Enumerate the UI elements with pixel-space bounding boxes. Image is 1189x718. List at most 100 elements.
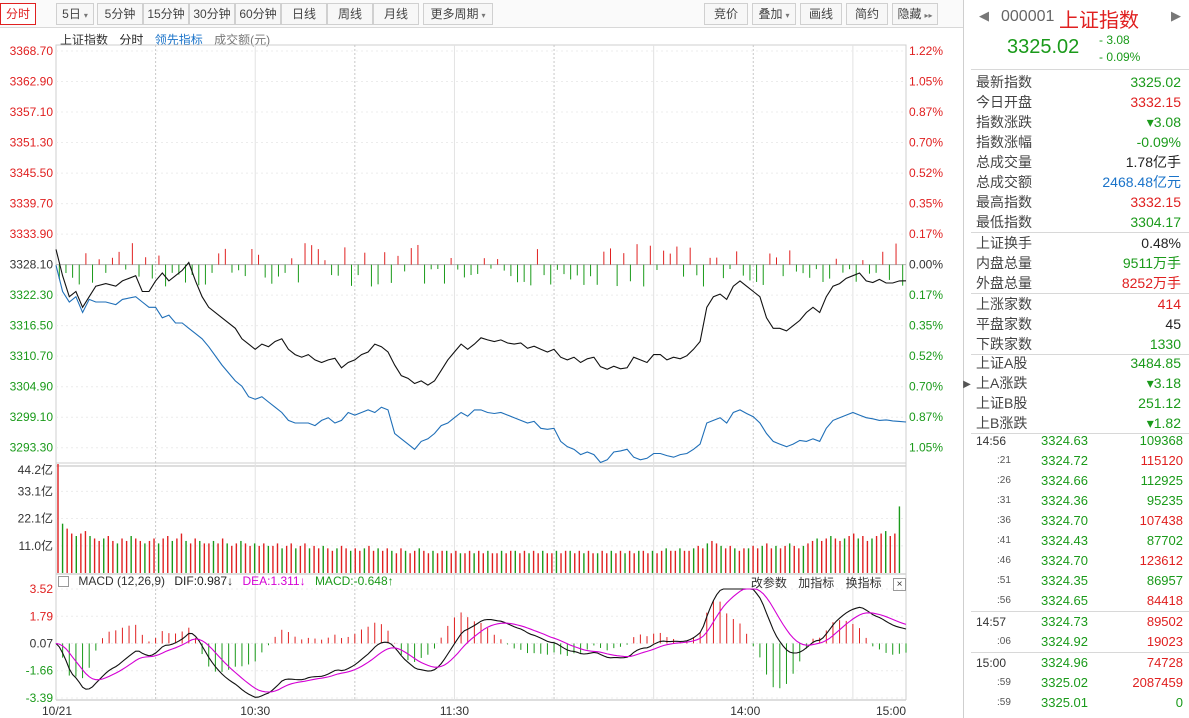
price-axis-label: 3293.30: [10, 441, 54, 455]
price-axis-label: 3345.50: [10, 166, 54, 180]
volume-axis-label: 33.1亿: [18, 483, 53, 498]
macd-settings-icon[interactable]: [58, 576, 69, 588]
tick-price: 3324.96: [1041, 655, 1088, 670]
period-tab-0[interactable]: 分时: [0, 3, 36, 25]
quote-value: 3325.02: [1130, 74, 1181, 90]
price-axis-label: 3299.10: [10, 410, 54, 424]
time-axis-label: 10:30: [240, 704, 270, 718]
caret-down-icon: ▾: [83, 11, 88, 20]
tick-row[interactable]: 14:57 3324.73 89502: [971, 612, 1189, 632]
tick-list[interactable]: 14:56 3324.63 109368:21 3324.72 115120 :26 332…: [971, 431, 1189, 718]
tick-row[interactable]: 14:56 3324.63 109368: [971, 431, 1189, 451]
quote-value: 2468.48亿元: [1102, 174, 1181, 190]
tool-button-0[interactable]: 竞价: [704, 3, 748, 25]
period-tab-7[interactable]: 周线: [327, 3, 373, 25]
quote-label: 平盘家数: [976, 316, 1032, 332]
tick-price: 3324.43: [1041, 533, 1088, 548]
period-tab-label: 月线: [383, 7, 408, 21]
quote-value: 414: [1157, 296, 1181, 312]
tick-volume: 89502: [1146, 614, 1183, 629]
price-axis-label: 3304.90: [10, 380, 54, 394]
quote-group-group1: 最新指数 3325.02 今日开盘 3332.15 指数涨跌 ▾3.08 指数涨幅 -0.09…: [971, 72, 1189, 233]
price-axis-label: 3339.70: [10, 197, 54, 211]
tick-row[interactable]: 15:00 3324.96 74728: [971, 653, 1189, 673]
period-tab-1[interactable]: 5日 ▾: [56, 3, 94, 25]
period-toolbar: 分时 5日 ▾ 5分钟 15分钟 30分钟 60分钟 日线 周线 月线 更多周期 ▾ 竞价 叠加 ▾ 画线简…: [0, 0, 963, 28]
intraday-chart[interactable]: 3368.70 1.22% 3362.90 1.05% 3357.10 0.87% 3351…: [0, 28, 963, 718]
quote-row: 指数涨幅 -0.09%: [971, 132, 1189, 152]
tool-button-4[interactable]: 隐藏 ▸▸: [892, 3, 938, 25]
tick-row[interactable]: :26 3324.66 112925: [971, 471, 1189, 491]
tick-price: 3324.35: [1041, 573, 1088, 588]
period-tab-3[interactable]: 15分钟: [143, 3, 189, 25]
price-change: - 3.08: [1099, 33, 1130, 47]
tick-row[interactable]: :36 3324.70 107438: [971, 511, 1189, 531]
tick-time: :56: [997, 595, 1011, 606]
quote-value: 3332.15: [1130, 194, 1181, 210]
quote-label: 最高指数: [976, 194, 1032, 210]
tick-row[interactable]: :59 3325.01 109477: [971, 713, 1189, 718]
switch-indicator-button[interactable]: 换指标: [845, 576, 882, 590]
tick-row[interactable]: :06 3324.92 19023: [971, 632, 1189, 652]
add-indicator-button[interactable]: 加指标: [798, 576, 835, 590]
tick-time: 15:00: [976, 656, 1007, 670]
collapse-panel-icon[interactable]: ▶: [963, 379, 971, 390]
period-tab-8[interactable]: 月线: [373, 3, 419, 25]
tick-volume: 0: [1175, 695, 1183, 710]
tick-time: :46: [997, 555, 1011, 566]
tick-time: :26: [997, 475, 1011, 486]
quote-value: 251.12: [1138, 395, 1181, 411]
quote-value: 45: [1165, 316, 1181, 332]
close-icon[interactable]: ×: [893, 578, 906, 591]
tick-price: 3324.92: [1041, 634, 1088, 649]
tick-time: :41: [997, 535, 1011, 546]
quote-row: 指数涨跌 ▾3.08: [971, 112, 1189, 132]
change-params-button[interactable]: 改参数: [750, 576, 787, 590]
tick-price: 3325.01: [1041, 695, 1088, 710]
quote-value: 1330: [1149, 336, 1181, 352]
quote-value: 3304.17: [1130, 214, 1181, 230]
legend-leading-indicator[interactable]: 领先指标: [154, 33, 203, 47]
volume-axis-label: 22.1亿: [18, 511, 53, 526]
quote-value: ▾3.08: [1146, 114, 1181, 130]
tool-button-1[interactable]: 叠加 ▾: [752, 3, 796, 25]
price-axis-label: 3357.10: [10, 105, 54, 119]
tick-row[interactable]: :46 3324.70 123612: [971, 551, 1189, 571]
tick-row[interactable]: :59 3325.01 0: [971, 693, 1189, 713]
prev-stock-icon[interactable]: ◀: [979, 8, 989, 23]
period-tab-2[interactable]: 5分钟: [97, 3, 143, 25]
quote-row: 上证B股 251.12: [971, 393, 1189, 413]
quote-row: 上B涨跌 ▾1.82: [971, 413, 1189, 433]
tick-row[interactable]: :59 3325.02 2087459: [971, 673, 1189, 693]
dea-line: [55, 588, 907, 693]
tool-button-label: 隐藏: [897, 7, 922, 21]
tick-price: 3324.63: [1041, 433, 1088, 448]
quote-value: 8252万手: [1121, 275, 1181, 291]
tick-time: :51: [997, 575, 1011, 586]
period-tab-9[interactable]: 更多周期 ▾: [423, 3, 493, 25]
quote-label: 上证A股: [976, 355, 1028, 371]
tick-row[interactable]: :21 3324.72 115120: [971, 451, 1189, 471]
next-stock-icon[interactable]: ▶: [1171, 8, 1181, 23]
period-tab-label: 60分钟: [239, 7, 277, 21]
tick-volume: 109477: [1140, 713, 1183, 718]
pct-axis-label: 0.17%: [909, 227, 943, 241]
quote-row: 上证A股 3484.85: [971, 353, 1189, 373]
period-tab-5[interactable]: 60分钟: [235, 3, 281, 25]
quote-value: 1.78亿手: [1125, 154, 1181, 170]
pct-axis-label: 0.00%: [909, 258, 943, 272]
period-tab-6[interactable]: 日线: [281, 3, 327, 25]
tick-time: :31: [997, 495, 1011, 506]
tick-price: 3324.66: [1041, 473, 1088, 488]
tick-row[interactable]: :51 3324.35 86957: [971, 571, 1189, 591]
tool-button-label: 叠加: [758, 7, 783, 21]
tick-price: 3325.02: [1041, 675, 1088, 690]
tick-row[interactable]: :41 3324.43 87702: [971, 531, 1189, 551]
tick-row[interactable]: :31 3324.36 95235: [971, 491, 1189, 511]
price-axis-label: 3310.70: [10, 349, 54, 363]
tick-row[interactable]: :56 3324.65 84418: [971, 591, 1189, 611]
period-tab-4[interactable]: 30分钟: [189, 3, 235, 25]
macd-axis-label: -3.39: [26, 691, 54, 705]
tool-button-3[interactable]: 简约: [846, 3, 888, 25]
tool-button-2[interactable]: 画线: [800, 3, 842, 25]
